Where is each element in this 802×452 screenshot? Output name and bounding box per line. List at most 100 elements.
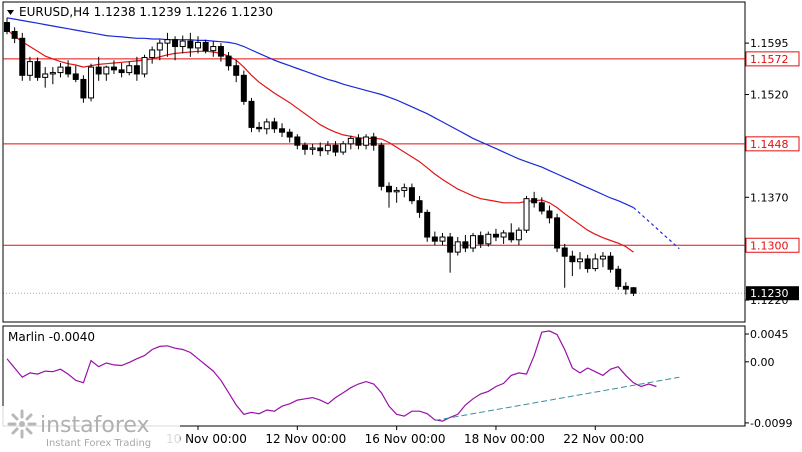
candle-body: [240, 74, 247, 102]
candle-body: [26, 61, 33, 76]
oscillator-label: Marlin -0.0040: [8, 330, 95, 344]
level-price-label: 1.1448: [750, 138, 789, 151]
candle-body: [95, 66, 102, 75]
candle-body: [431, 236, 438, 242]
candle-body: [301, 144, 308, 150]
time-axis-label: 18 Nov 00:00: [464, 432, 545, 446]
candle-body: [477, 235, 484, 245]
candle-body: [347, 137, 354, 145]
candle-body: [554, 217, 561, 249]
time-axis-label: 10 Nov 00:00: [166, 432, 247, 446]
candle-body: [187, 40, 194, 49]
level-price-box: [745, 51, 800, 67]
candle-body: [80, 78, 87, 99]
candle-body: [447, 236, 454, 253]
current-price-label: 1.1230: [750, 287, 789, 300]
candle-body: [133, 65, 140, 75]
candle-body: [317, 147, 324, 152]
time-axis-label: 22 Nov 00:00: [563, 432, 644, 446]
osc-axis-label: 0.00: [750, 356, 775, 369]
candle-body: [615, 268, 622, 287]
current-price-box: [746, 286, 799, 301]
candle-body: [49, 72, 56, 75]
marlin-line: [6, 330, 657, 422]
candle-body: [592, 258, 599, 270]
symbol-header: EURUSD,H4 1.1238 1.1239 1.1226 1.1230: [19, 5, 273, 19]
logo-text: instaforex: [40, 413, 150, 438]
candle-body: [256, 126, 263, 130]
candle-body: [42, 73, 49, 78]
candle-body: [386, 185, 392, 193]
candle-body: [271, 121, 278, 130]
candle-body: [141, 57, 148, 75]
candle-body: [126, 65, 133, 74]
candle-body: [11, 30, 18, 39]
ma-fast-line: [6, 28, 634, 253]
candle-body: [103, 66, 110, 75]
candle-body: [584, 258, 591, 270]
candle-body: [599, 255, 606, 260]
candle-body: [156, 42, 163, 51]
candle-body: [500, 232, 507, 238]
candle-body: [248, 100, 255, 128]
price-axis-label: 1.1370: [750, 191, 789, 204]
candle-body: [217, 46, 224, 57]
candle-body: [88, 66, 95, 99]
candle-body: [630, 287, 637, 294]
osc-axis-label: -0.0099: [750, 417, 792, 430]
osc-axis-label: 0.0045: [750, 328, 789, 341]
oscillator-panel: 0.0045 0.00 -0.0099 10 Nov 00:00 12 Nov 00:0…: [2, 325, 792, 446]
candle-body: [355, 137, 362, 146]
candle-body: [523, 198, 530, 231]
candle-body: [508, 232, 515, 241]
candle-body: [515, 229, 522, 241]
logo-tagline: Instant Forex Trading: [46, 438, 151, 449]
chevron-down-icon[interactable]: [7, 10, 14, 15]
candle-body: [294, 136, 301, 146]
instaforex-logo: instaforex Instant Forex Trading: [0, 406, 180, 452]
candle-body: [179, 40, 186, 48]
candle-body: [492, 233, 499, 238]
candle-body: [225, 55, 232, 67]
candle-body: [149, 49, 156, 59]
candle-body: [233, 65, 240, 76]
candle-body: [485, 233, 492, 245]
candle-body: [393, 189, 400, 193]
level-price-label: 1.1572: [750, 53, 789, 66]
candle-body: [263, 121, 270, 130]
candle-body: [65, 66, 72, 75]
level-price-label: 1.1300: [750, 239, 789, 252]
candle-body: [57, 66, 64, 74]
candle-body: [538, 202, 545, 212]
candle-body: [34, 61, 41, 78]
candle-body: [370, 136, 377, 146]
time-axis-label: 12 Nov 00:00: [265, 432, 346, 446]
ma-slow-projection: [633, 207, 680, 250]
candle-body: [416, 200, 423, 213]
candle-body: [546, 210, 553, 219]
candle-body: [332, 144, 339, 153]
price-axis-label: 1.1520: [750, 89, 789, 102]
level-price-box: [745, 136, 800, 152]
candle-body: [569, 255, 576, 263]
candle-body: [4, 22, 10, 32]
candle-body: [607, 255, 614, 270]
candle-body: [286, 131, 293, 138]
candle-body: [401, 187, 408, 191]
price-panel-frame: [2, 1, 746, 323]
candle-body: [279, 128, 286, 133]
candle-body: [19, 37, 26, 76]
candle-body: [577, 258, 583, 263]
candle-body: [561, 247, 568, 257]
candle-body: [378, 144, 385, 187]
candle-body: [324, 144, 331, 152]
candle-body: [309, 147, 316, 150]
logo-icon: [7, 409, 37, 439]
candle-body: [72, 73, 79, 80]
candle-body: [340, 143, 347, 153]
candle-body: [622, 285, 629, 290]
candle-body: [363, 136, 370, 146]
candle-body: [531, 198, 538, 204]
candle-body: [408, 187, 415, 202]
